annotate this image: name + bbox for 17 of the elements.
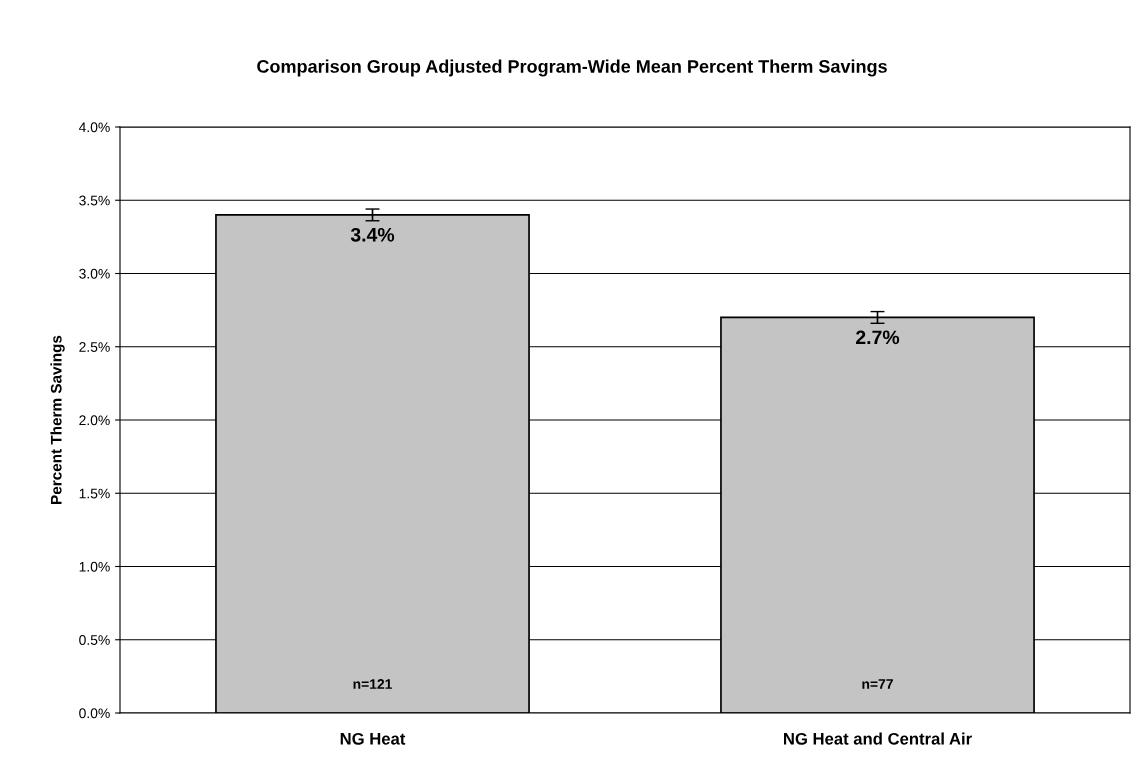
y-axis-title: Percent Therm Savings bbox=[50, 335, 65, 504]
annotation: n=121 bbox=[353, 679, 392, 689]
y-tick-label: 0.5% bbox=[79, 635, 110, 645]
y-tick-label: 1.0% bbox=[79, 561, 110, 572]
data-label: 3.4% bbox=[350, 227, 395, 242]
y-tick-label: 4.0% bbox=[78, 122, 110, 133]
x-tick-label: NG Heat bbox=[340, 732, 406, 745]
y-tick-label: 3.0% bbox=[79, 268, 110, 279]
data-label: 2.7% bbox=[856, 330, 900, 345]
chart-title: Comparison Group Adjusted Program-Wide Mean Percent Therm Savings bbox=[257, 59, 887, 77]
y-tick-label: 2.0% bbox=[79, 415, 110, 426]
x-tick-label: NG Heat and Central Air bbox=[784, 732, 972, 745]
annotation: n=77 bbox=[862, 679, 893, 689]
y-tick-label: 2.5% bbox=[79, 342, 110, 352]
y-tick-label: 3.5% bbox=[79, 195, 110, 206]
y-tick-label: 0.0% bbox=[79, 708, 110, 719]
y-tick-label: 1.5% bbox=[79, 488, 110, 499]
